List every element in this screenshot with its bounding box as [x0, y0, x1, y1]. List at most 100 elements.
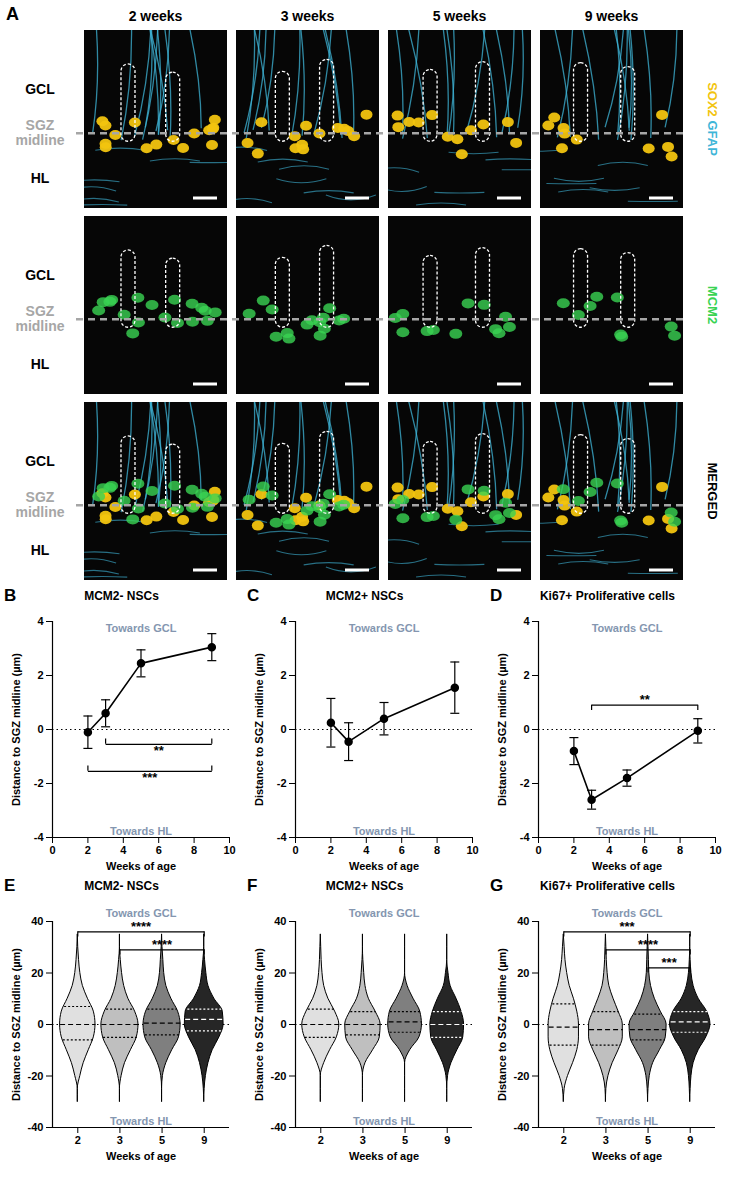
- svg-text:Towards GCL: Towards GCL: [349, 622, 420, 634]
- svg-text:-2: -2: [520, 777, 530, 789]
- svg-text:20: 20: [31, 967, 43, 979]
- svg-text:Distance to SGZ midline (µm): Distance to SGZ midline (µm): [253, 653, 265, 806]
- svg-text:4: 4: [523, 615, 530, 627]
- svg-text:4: 4: [37, 615, 44, 627]
- svg-text:3: 3: [360, 1134, 366, 1146]
- svg-text:0: 0: [37, 723, 43, 735]
- svg-text:0: 0: [49, 844, 55, 856]
- svg-text:-4: -4: [34, 831, 45, 843]
- svg-text:2: 2: [37, 669, 43, 681]
- svg-text:10: 10: [223, 844, 235, 856]
- svg-text:HL: HL: [31, 170, 50, 186]
- svg-text:Distance to SGZ midline (µm): Distance to SGZ midline (µm): [10, 653, 22, 806]
- svg-text:3 weeks: 3 weeks: [281, 8, 335, 24]
- svg-text:20: 20: [517, 967, 529, 979]
- svg-text:2: 2: [523, 669, 529, 681]
- svg-text:SGZ: SGZ: [26, 303, 55, 319]
- svg-text:40: 40: [31, 915, 43, 927]
- svg-text:9: 9: [201, 1134, 207, 1146]
- svg-text:10: 10: [466, 844, 478, 856]
- svg-text:0: 0: [535, 844, 541, 856]
- svg-text:2: 2: [328, 844, 334, 856]
- svg-text:GCL: GCL: [25, 267, 55, 283]
- svg-text:MCM2: MCM2: [705, 286, 720, 324]
- svg-text:9: 9: [687, 1134, 693, 1146]
- svg-text:8: 8: [677, 844, 683, 856]
- svg-text:Distance to SGZ midline (µm): Distance to SGZ midline (µm): [496, 948, 508, 1101]
- svg-text:4: 4: [120, 844, 127, 856]
- svg-text:0: 0: [280, 1018, 286, 1030]
- svg-text:6: 6: [642, 844, 648, 856]
- svg-text:Towards GCL: Towards GCL: [106, 622, 177, 634]
- svg-text:8: 8: [434, 844, 440, 856]
- svg-text:-4: -4: [520, 831, 531, 843]
- svg-text:5: 5: [402, 1134, 408, 1146]
- svg-text:-4: -4: [277, 831, 288, 843]
- svg-text:10: 10: [709, 844, 721, 856]
- svg-text:Towards HL: Towards HL: [353, 1115, 415, 1127]
- svg-text:0: 0: [292, 844, 298, 856]
- svg-text:Towards GCL: Towards GCL: [592, 622, 663, 634]
- svg-text:**: **: [640, 692, 651, 707]
- svg-text:-40: -40: [28, 1121, 44, 1133]
- svg-text:A: A: [6, 4, 19, 24]
- svg-text:****: ****: [638, 937, 659, 952]
- svg-text:MERGED: MERGED: [705, 462, 720, 519]
- svg-text:6: 6: [399, 844, 405, 856]
- svg-text:2: 2: [318, 1134, 324, 1146]
- svg-text:-20: -20: [514, 1070, 530, 1082]
- svg-text:40: 40: [274, 915, 286, 927]
- svg-text:GCL: GCL: [25, 453, 55, 469]
- svg-text:SGZ: SGZ: [26, 117, 55, 133]
- svg-text:40: 40: [517, 915, 529, 927]
- svg-text:8: 8: [191, 844, 197, 856]
- svg-text:5: 5: [645, 1134, 651, 1146]
- svg-text:Towards HL: Towards HL: [110, 825, 172, 837]
- svg-text:***: ***: [662, 955, 678, 970]
- svg-text:Weeks of age: Weeks of age: [592, 860, 662, 872]
- svg-text:-20: -20: [28, 1070, 44, 1082]
- svg-text:Weeks of age: Weeks of age: [106, 1150, 176, 1162]
- svg-text:0: 0: [37, 1018, 43, 1030]
- svg-text:2: 2: [280, 669, 286, 681]
- svg-text:Towards HL: Towards HL: [596, 1115, 658, 1127]
- svg-text:4: 4: [280, 615, 287, 627]
- svg-text:0: 0: [280, 723, 286, 735]
- svg-text:5 weeks: 5 weeks: [433, 8, 487, 24]
- svg-text:2: 2: [561, 1134, 567, 1146]
- svg-text:Weeks of age: Weeks of age: [349, 860, 419, 872]
- svg-text:0: 0: [523, 723, 529, 735]
- svg-text:midline: midline: [15, 318, 64, 334]
- svg-text:midline: midline: [15, 504, 64, 520]
- svg-text:-40: -40: [514, 1121, 530, 1133]
- svg-text:6: 6: [156, 844, 162, 856]
- svg-text:2: 2: [75, 1134, 81, 1146]
- svg-text:SGZ: SGZ: [26, 489, 55, 505]
- svg-text:HL: HL: [31, 542, 50, 558]
- svg-text:-20: -20: [271, 1070, 287, 1082]
- svg-text:4: 4: [363, 844, 370, 856]
- svg-text:3: 3: [603, 1134, 609, 1146]
- svg-text:SOX2 GFAP: SOX2 GFAP: [705, 82, 720, 156]
- svg-text:midline: midline: [15, 132, 64, 148]
- svg-text:Towards GCL: Towards GCL: [349, 907, 420, 919]
- svg-text:Distance to SGZ midline (µm): Distance to SGZ midline (µm): [496, 653, 508, 806]
- svg-text:****: ****: [131, 919, 152, 934]
- svg-text:Towards GCL: Towards GCL: [592, 907, 663, 919]
- svg-text:2 weeks: 2 weeks: [129, 8, 183, 24]
- svg-text:Distance to SGZ midline (µm): Distance to SGZ midline (µm): [253, 948, 265, 1101]
- svg-text:**: **: [154, 743, 165, 758]
- svg-text:0: 0: [523, 1018, 529, 1030]
- svg-text:Towards HL: Towards HL: [596, 825, 658, 837]
- svg-text:-40: -40: [271, 1121, 287, 1133]
- svg-text:Distance to SGZ midline (µm): Distance to SGZ midline (µm): [10, 948, 22, 1101]
- svg-text:***: ***: [142, 770, 158, 785]
- svg-text:2: 2: [85, 844, 91, 856]
- svg-text:GCL: GCL: [25, 81, 55, 97]
- svg-text:-2: -2: [34, 777, 44, 789]
- svg-text:9: 9: [444, 1134, 450, 1146]
- svg-text:****: ****: [152, 937, 173, 952]
- svg-text:Weeks of age: Weeks of age: [349, 1150, 419, 1162]
- svg-text:5: 5: [159, 1134, 165, 1146]
- svg-text:-2: -2: [277, 777, 287, 789]
